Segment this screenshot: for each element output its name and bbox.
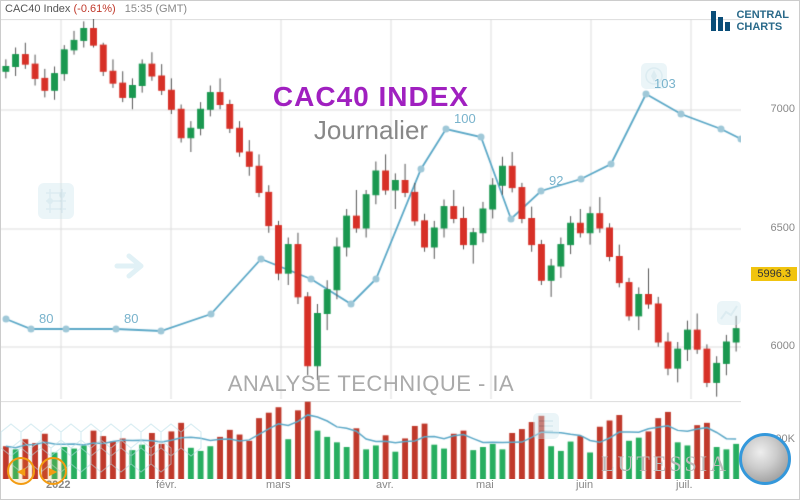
nav-next-button[interactable]: ► [39,457,67,485]
subtitle: ANALYSE TECHNIQUE - IA [1,371,741,397]
timestamp: 15:35 (GMT) [125,3,187,15]
last-price-badge: 5996.3 [751,267,797,281]
y-tick: 6000 [771,340,795,352]
rsi-value: 80 [124,311,138,326]
title-main: CAC40 INDEX [1,81,741,113]
rsi-value: 92 [549,173,563,188]
chart-container: CAC40 Index (-0.61%) 15:35 (GMT) CENTRAL… [0,0,800,500]
x-tick: juil. [676,479,693,491]
x-tick: mars [266,479,290,491]
logo-text: CENTRALCHARTS [736,9,789,33]
chart-icon [715,299,743,332]
y-tick: 7000 [771,103,795,115]
brand-logo: CENTRALCHARTS [711,9,789,33]
nav-prev-button[interactable]: ◄ [7,457,35,485]
nav-buttons: ◄ ► [7,457,67,485]
arrow-icon [111,246,151,291]
list-icon [531,411,561,446]
pct-change: (-0.61%) [74,3,116,15]
rsi-value: 80 [39,311,53,326]
avatar-icon[interactable] [739,433,791,485]
x-tick: juin [576,479,593,491]
x-tick: févr. [156,479,177,491]
instrument-name: CAC40 Index [5,3,70,15]
price-candlestick-chart[interactable] [1,19,741,399]
y-tick: 6500 [771,222,795,234]
logo-bars-icon [711,11,730,31]
x-tick: avr. [376,479,394,491]
title-sub: Journalier [1,115,741,146]
footer-brand: LUTESSIA [601,451,729,477]
x-axis: 2022févr.marsavr.maijuinjuil. [1,479,741,493]
grid-icon [36,181,76,226]
chart-title: CAC40 INDEX Journalier [1,81,741,146]
x-tick: mai [476,479,494,491]
header-info: CAC40 Index (-0.61%) 15:35 (GMT) [5,3,187,15]
